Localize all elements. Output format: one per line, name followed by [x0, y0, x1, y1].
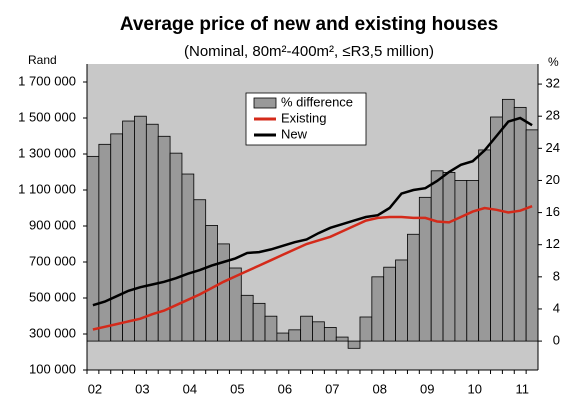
legend-label: % difference — [281, 94, 353, 109]
bar — [169, 152, 183, 342]
y-axis-title: Rand — [28, 53, 57, 67]
y2-axis-title: % — [548, 55, 559, 69]
bar — [134, 115, 147, 342]
bar — [371, 276, 385, 342]
x-tick-label: 04 — [183, 381, 197, 396]
bar — [288, 329, 302, 342]
bar — [490, 116, 503, 342]
y-tick-label: 1 300 000 — [18, 145, 76, 160]
bar — [240, 294, 254, 342]
y-tick-label: 100 000 — [29, 361, 76, 376]
y-tick-label: 700 000 — [29, 253, 76, 268]
legend-label: Existing — [281, 110, 327, 125]
y2-tick-label: 28 — [546, 108, 560, 123]
y-tick-label: 1 100 000 — [18, 181, 76, 196]
x-tick-label: 03 — [135, 381, 149, 396]
bar — [181, 173, 195, 342]
y2-tick-label: 32 — [546, 76, 560, 91]
bar — [110, 133, 124, 342]
bar — [145, 123, 159, 342]
line — [92, 205, 533, 331]
bar — [359, 316, 373, 342]
bar — [513, 106, 527, 342]
y-tick-label: 300 000 — [29, 325, 76, 340]
bar — [86, 155, 100, 342]
bar — [205, 225, 218, 342]
y-tick-label: 1 700 000 — [18, 73, 76, 88]
legend-label: New — [281, 126, 308, 141]
y2-tick-label: 20 — [546, 172, 560, 187]
bar — [312, 321, 325, 342]
chart-subtitle: (Nominal, 80m²-400m², ≤R3,5 million) — [184, 43, 434, 60]
bar — [98, 143, 112, 342]
bar — [466, 180, 480, 342]
bar — [122, 120, 135, 342]
y2-tick-label: 4 — [553, 300, 560, 315]
y2-tick-label: 16 — [546, 204, 560, 219]
bar — [217, 243, 230, 342]
y-tick-label: 500 000 — [29, 289, 76, 304]
y2-tick-label: 0 — [553, 333, 560, 348]
x-tick-label: 06 — [278, 381, 292, 396]
bar — [407, 233, 420, 342]
bar — [252, 302, 266, 342]
bar — [442, 172, 456, 342]
bar — [454, 180, 468, 342]
chart-title: Average price of new and existing houses — [120, 14, 498, 35]
legend-swatch — [253, 97, 277, 109]
x-tick-label: 10 — [467, 381, 481, 396]
x-tick-label: 08 — [373, 381, 387, 396]
y-tick-label: 1 500 000 — [18, 109, 76, 124]
bar — [300, 315, 313, 342]
x-tick-label: 11 — [515, 381, 529, 396]
bar — [383, 266, 396, 342]
bar — [335, 336, 349, 342]
bar — [478, 149, 491, 342]
y-tick-label: 900 000 — [29, 217, 76, 232]
y2-tick-label: 8 — [553, 268, 560, 283]
bar — [347, 340, 361, 349]
bar — [264, 315, 278, 342]
bar — [395, 259, 408, 342]
x-tick-label: 09 — [420, 381, 434, 396]
bar — [430, 170, 444, 342]
line — [92, 116, 533, 307]
y2-tick-label: 12 — [546, 236, 560, 251]
y2-tick-label: 24 — [546, 140, 560, 155]
x-tick-label: 02 — [88, 381, 102, 396]
bar — [323, 327, 337, 342]
bar — [525, 129, 539, 342]
x-tick-label: 05 — [230, 381, 244, 396]
bar — [501, 98, 515, 342]
bar — [276, 332, 290, 342]
x-tick-label: 07 — [325, 381, 339, 396]
